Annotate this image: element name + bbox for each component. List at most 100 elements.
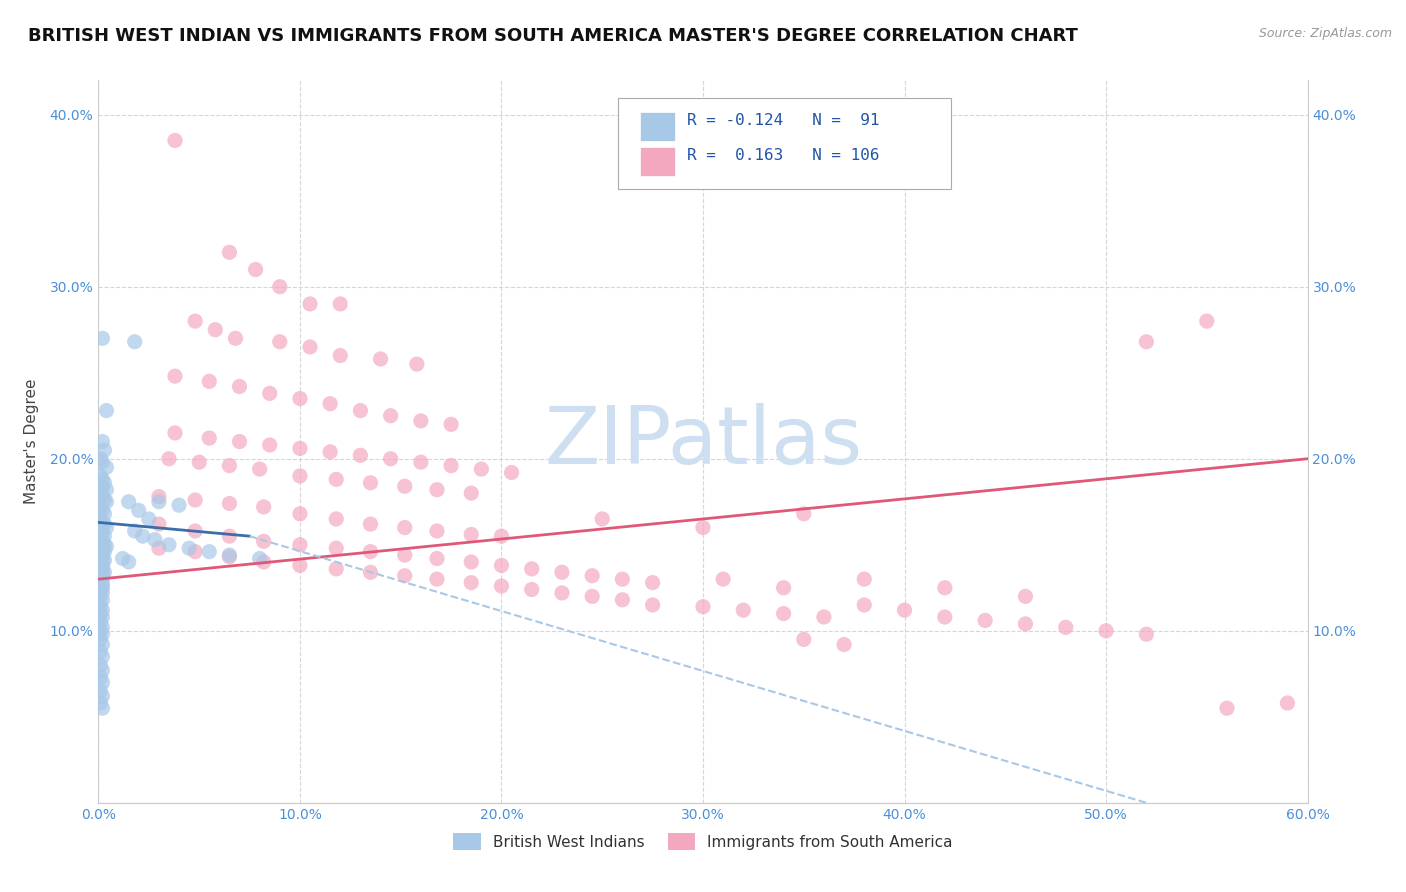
Point: [148, 494, 170, 508]
Point: [460, 527, 482, 541]
Point: [692, 599, 714, 614]
Point: [325, 472, 347, 486]
Point: [91, 586, 114, 600]
Point: [253, 500, 276, 514]
Point: [245, 262, 267, 277]
Point: [934, 581, 956, 595]
Point: [772, 607, 794, 621]
Point: [218, 458, 240, 473]
Point: [138, 512, 160, 526]
Point: [91, 557, 114, 571]
Point: [91, 675, 114, 690]
Point: [612, 592, 634, 607]
Point: [591, 512, 613, 526]
Point: [426, 551, 449, 566]
Point: [93, 443, 115, 458]
Point: [184, 544, 207, 558]
Point: [89, 562, 111, 576]
Point: [288, 558, 311, 573]
Point: [551, 586, 574, 600]
Text: ZIPatlas: ZIPatlas: [544, 402, 862, 481]
Point: [89, 644, 111, 658]
Point: [91, 564, 114, 578]
Point: [93, 493, 115, 508]
Point: [269, 334, 291, 349]
Point: [520, 582, 543, 597]
Point: [89, 615, 111, 630]
Point: [89, 533, 111, 547]
Point: [148, 541, 170, 556]
Point: [198, 431, 221, 445]
Point: [491, 558, 513, 573]
Point: [91, 542, 114, 557]
FancyBboxPatch shape: [640, 112, 675, 141]
Point: [491, 529, 513, 543]
Point: [711, 572, 734, 586]
Point: [157, 538, 180, 552]
Point: [218, 548, 240, 562]
Point: [89, 541, 111, 556]
Point: [426, 483, 449, 497]
Point: [360, 475, 382, 490]
Point: [460, 486, 482, 500]
Point: [470, 462, 492, 476]
Point: [89, 590, 111, 604]
Point: [288, 507, 311, 521]
Text: Source: ZipAtlas.com: Source: ZipAtlas.com: [1258, 27, 1392, 40]
Point: [89, 670, 111, 684]
Point: [89, 658, 111, 673]
Point: [89, 512, 111, 526]
Point: [319, 397, 342, 411]
FancyBboxPatch shape: [640, 147, 675, 176]
Point: [91, 627, 114, 641]
Point: [91, 548, 114, 562]
Point: [349, 448, 371, 462]
Text: R = -0.124   N =  91: R = -0.124 N = 91: [688, 113, 880, 128]
Point: [89, 469, 111, 483]
Point: [91, 534, 114, 549]
Point: [91, 610, 114, 624]
Point: [184, 314, 207, 328]
Point: [299, 297, 322, 311]
Point: [793, 507, 815, 521]
Point: [91, 503, 114, 517]
Point: [118, 555, 141, 569]
Point: [93, 538, 115, 552]
Point: [460, 555, 482, 569]
Point: [288, 538, 311, 552]
Point: [253, 534, 276, 549]
Point: [91, 701, 114, 715]
Y-axis label: Master's Degree: Master's Degree: [24, 379, 38, 504]
Point: [259, 386, 281, 401]
Point: [96, 494, 118, 508]
Point: [89, 579, 111, 593]
Point: [426, 572, 449, 586]
Point: [96, 520, 118, 534]
Point: [360, 544, 382, 558]
Point: [1135, 627, 1157, 641]
Point: [249, 462, 271, 476]
Point: [440, 417, 463, 432]
Point: [325, 512, 347, 526]
Point: [91, 490, 114, 504]
Point: [299, 340, 322, 354]
Point: [349, 403, 371, 417]
Point: [1014, 616, 1036, 631]
Point: [641, 598, 664, 612]
Point: [91, 638, 114, 652]
Point: [1135, 334, 1157, 349]
Point: [91, 581, 114, 595]
Point: [89, 684, 111, 698]
Point: [91, 592, 114, 607]
Point: [218, 529, 240, 543]
Text: R =  0.163   N = 106: R = 0.163 N = 106: [688, 148, 880, 163]
Point: [1095, 624, 1118, 638]
Point: [394, 568, 416, 582]
Point: [148, 490, 170, 504]
Point: [91, 472, 114, 486]
Point: [89, 451, 111, 466]
Point: [91, 455, 114, 469]
Point: [813, 610, 835, 624]
Point: [89, 582, 111, 597]
Point: [551, 566, 574, 580]
